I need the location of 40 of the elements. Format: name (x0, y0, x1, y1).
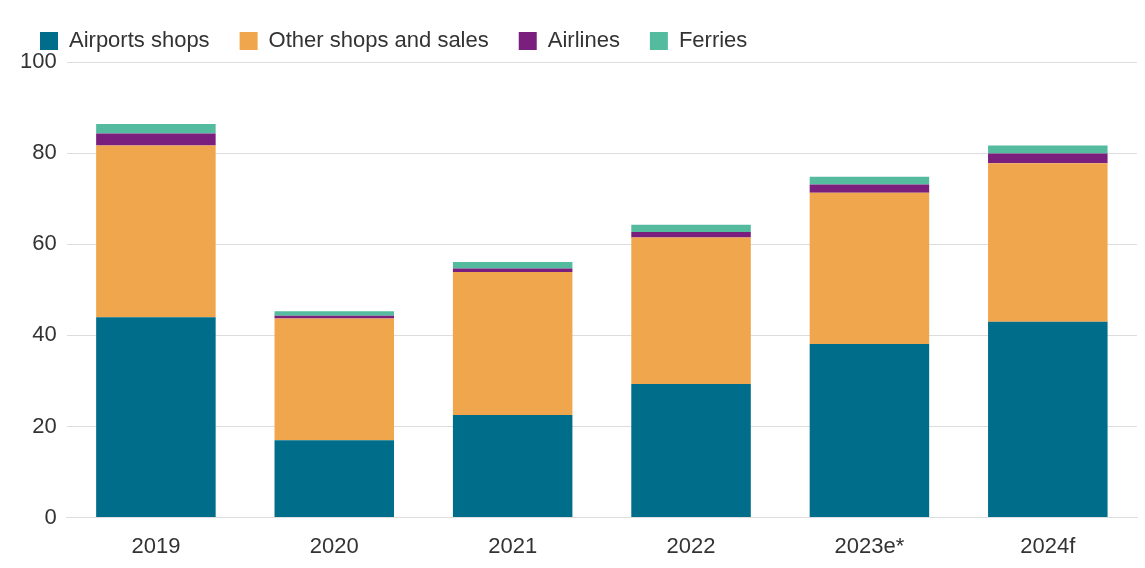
bar (988, 321, 1108, 518)
legend-label: Ferries (678, 27, 748, 53)
x-tick-label: 2021 (488, 532, 538, 558)
bar (988, 153, 1108, 164)
x-tick-label: 2024f (1020, 532, 1077, 558)
bar (274, 440, 395, 518)
bar (631, 231, 751, 238)
y-tick-label: 100 (19, 48, 57, 74)
y-tick-label: 40 (32, 321, 57, 347)
bar (452, 262, 573, 269)
bar (452, 268, 573, 273)
bar (452, 272, 573, 416)
y-tick-label: 0 (44, 503, 57, 529)
legend-label: Other shops and sales (268, 27, 489, 53)
y-tick-label: 60 (32, 230, 57, 256)
bar (452, 415, 573, 518)
legend-label: Airlines (547, 27, 620, 53)
bar (274, 315, 395, 319)
bar (809, 184, 930, 193)
legend-label: Airports shops (69, 27, 210, 53)
bar (809, 176, 930, 185)
bar (96, 317, 216, 518)
bar (988, 163, 1108, 322)
bar (96, 145, 216, 318)
bar (274, 311, 395, 316)
bar (631, 384, 751, 518)
x-tick-label: 2020 (309, 532, 359, 558)
bar (988, 145, 1108, 154)
bar (96, 133, 216, 146)
x-tick-label: 2023e* (834, 532, 905, 558)
bar (631, 224, 751, 232)
bar (809, 192, 930, 345)
y-tick-label: 80 (32, 139, 57, 165)
y-tick-label: 20 (32, 412, 57, 438)
x-tick-label: 2019 (131, 532, 181, 558)
bar (631, 237, 751, 385)
bar (274, 318, 395, 441)
bar (96, 123, 216, 134)
bar (809, 344, 930, 518)
x-tick-label: 2022 (666, 532, 716, 558)
